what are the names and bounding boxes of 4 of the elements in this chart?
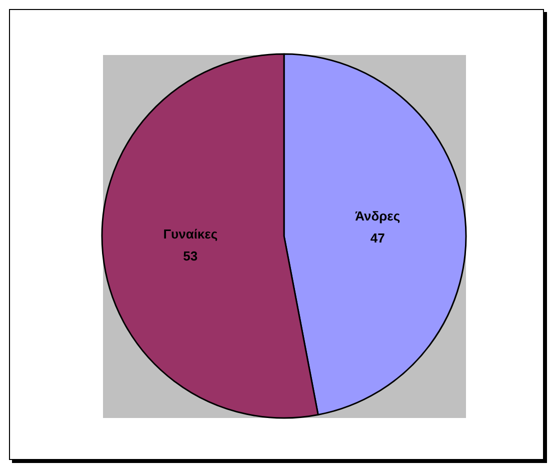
data-label: 53 — [183, 248, 198, 264]
slice-label: Άνδρες — [355, 208, 400, 224]
slice-label: Γυναίκες — [163, 226, 218, 242]
data-label: 47 — [370, 230, 385, 246]
